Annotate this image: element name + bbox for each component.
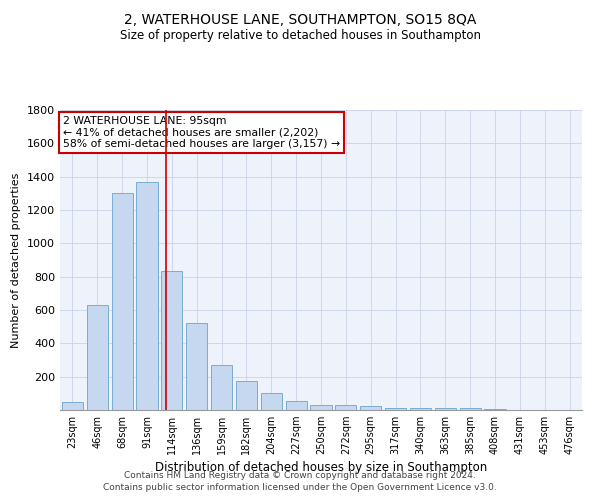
- Y-axis label: Number of detached properties: Number of detached properties: [11, 172, 22, 348]
- X-axis label: Distribution of detached houses by size in Southampton: Distribution of detached houses by size …: [155, 462, 487, 474]
- Bar: [310, 405, 332, 410]
- Bar: [460, 408, 481, 410]
- Bar: [161, 271, 182, 410]
- Bar: [236, 381, 257, 410]
- Bar: [286, 400, 307, 410]
- Bar: [335, 405, 356, 410]
- Text: Size of property relative to detached houses in Southampton: Size of property relative to detached ho…: [119, 29, 481, 42]
- Bar: [410, 408, 431, 410]
- Bar: [62, 402, 83, 410]
- Bar: [484, 409, 506, 410]
- Bar: [112, 194, 133, 410]
- Text: 2 WATERHOUSE LANE: 95sqm
← 41% of detached houses are smaller (2,202)
58% of sem: 2 WATERHOUSE LANE: 95sqm ← 41% of detach…: [62, 116, 340, 149]
- Text: 2, WATERHOUSE LANE, SOUTHAMPTON, SO15 8QA: 2, WATERHOUSE LANE, SOUTHAMPTON, SO15 8Q…: [124, 12, 476, 26]
- Bar: [87, 305, 108, 410]
- Bar: [360, 406, 381, 410]
- Text: Contains HM Land Registry data © Crown copyright and database right 2024.: Contains HM Land Registry data © Crown c…: [124, 471, 476, 480]
- Bar: [435, 408, 456, 410]
- Bar: [385, 408, 406, 410]
- Bar: [186, 324, 207, 410]
- Text: Contains public sector information licensed under the Open Government Licence v3: Contains public sector information licen…: [103, 484, 497, 492]
- Bar: [136, 182, 158, 410]
- Bar: [261, 392, 282, 410]
- Bar: [211, 365, 232, 410]
